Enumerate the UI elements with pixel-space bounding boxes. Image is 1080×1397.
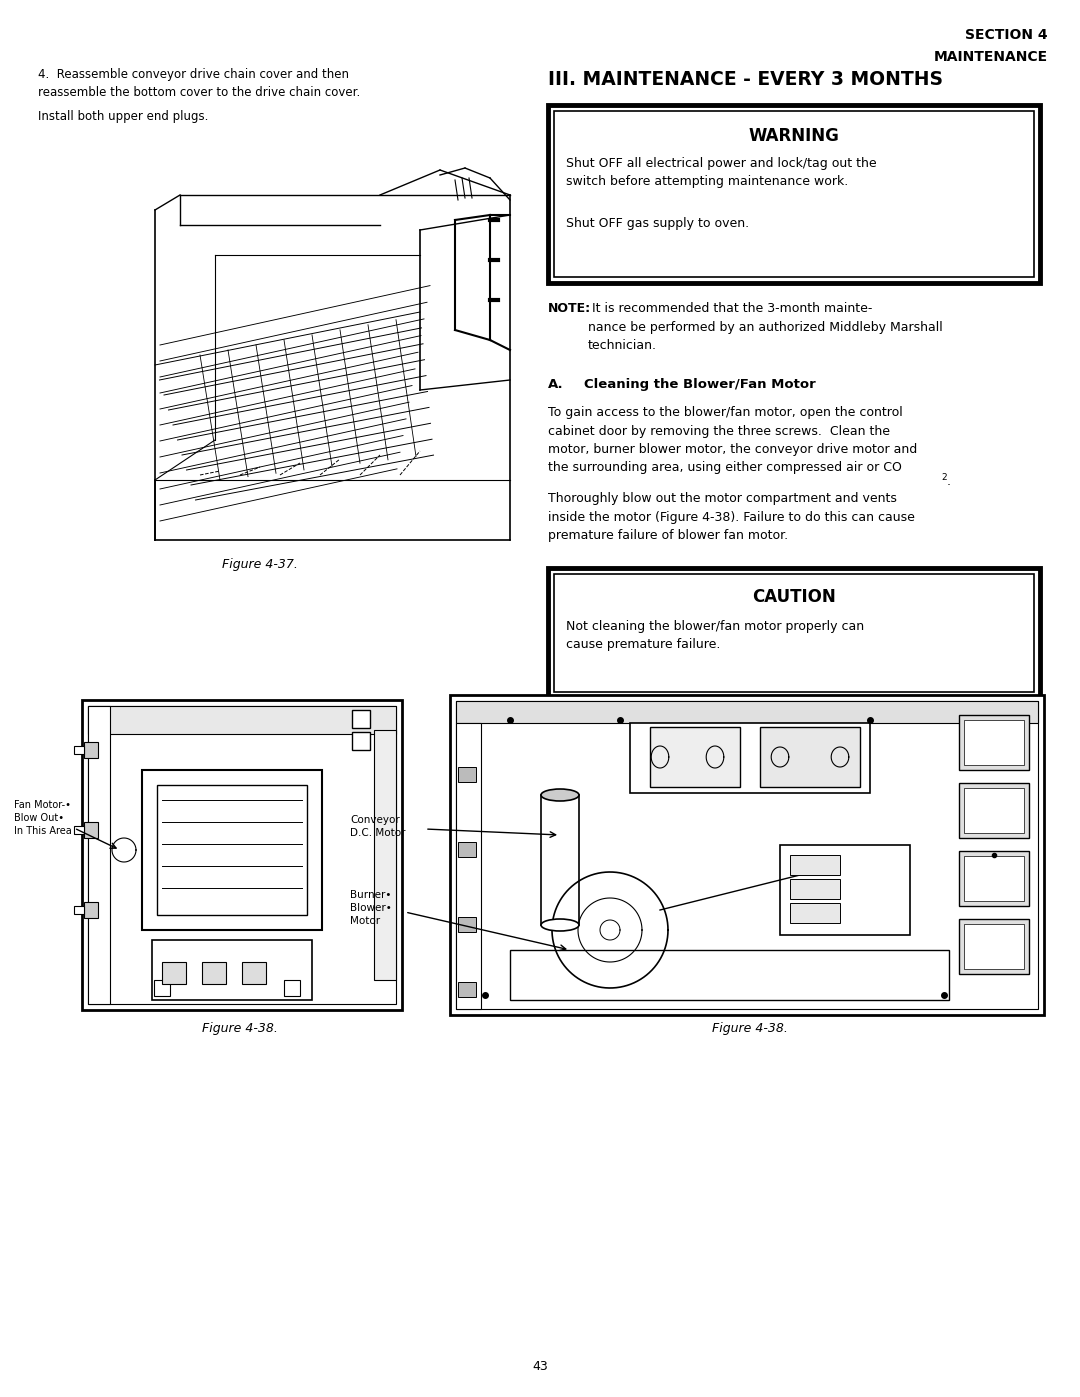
Bar — [964, 856, 1024, 901]
Text: A.: A. — [548, 379, 564, 391]
Bar — [374, 731, 396, 981]
Text: NOTE:: NOTE: — [548, 302, 591, 314]
Text: Shut OFF gas supply to oven.: Shut OFF gas supply to oven. — [566, 217, 750, 231]
Bar — [84, 902, 98, 918]
Text: 4.  Reassemble conveyor drive chain cover and then
reassemble the bottom cover t: 4. Reassemble conveyor drive chain cover… — [38, 68, 361, 99]
Text: Fan Motor-•
Blow Out•
In This Area: Fan Motor-• Blow Out• In This Area — [14, 800, 71, 837]
Text: WARNING: WARNING — [748, 127, 839, 145]
Text: SECTION 4: SECTION 4 — [966, 28, 1048, 42]
Text: 43: 43 — [532, 1361, 548, 1373]
Bar — [548, 569, 1040, 698]
Bar — [456, 701, 1038, 1009]
Text: 2: 2 — [941, 474, 947, 482]
Bar — [510, 950, 949, 1000]
Bar — [352, 710, 370, 728]
Bar — [82, 700, 402, 1010]
Text: Figure 4-38.: Figure 4-38. — [712, 1023, 788, 1035]
Bar — [87, 705, 396, 733]
Text: To gain access to the blower/fan motor, open the control
cabinet door by removin: To gain access to the blower/fan motor, … — [548, 407, 917, 475]
Bar — [964, 719, 1024, 766]
Bar — [242, 963, 266, 983]
Bar — [780, 845, 910, 935]
Text: MAINTENANCE: MAINTENANCE — [934, 50, 1048, 64]
Text: Figure 4-38.: Figure 4-38. — [202, 1023, 278, 1035]
Bar — [152, 940, 312, 1000]
Bar — [959, 782, 1029, 838]
Bar — [541, 795, 579, 925]
Bar — [630, 724, 870, 793]
Bar — [141, 770, 322, 930]
Bar — [964, 923, 1024, 970]
Text: It is recommended that the 3-month mainte-
nance be performed by an authorized M: It is recommended that the 3-month maint… — [588, 302, 943, 352]
Text: Shut OFF all electrical power and lock/tag out the
switch before attempting main: Shut OFF all electrical power and lock/t… — [566, 156, 877, 189]
Bar — [75, 746, 84, 754]
Text: Install both upper end plugs.: Install both upper end plugs. — [38, 110, 208, 123]
Bar — [650, 726, 740, 787]
Text: Thoroughly blow out the motor compartment and vents
inside the motor (Figure 4-3: Thoroughly blow out the motor compartmen… — [548, 492, 915, 542]
Bar — [789, 879, 840, 900]
Bar — [284, 981, 300, 996]
Bar — [554, 574, 1034, 692]
Bar — [352, 732, 370, 750]
Bar — [202, 963, 226, 983]
Ellipse shape — [541, 919, 579, 930]
Bar — [554, 110, 1034, 277]
Text: .: . — [947, 475, 951, 488]
Bar — [458, 767, 476, 782]
Bar — [162, 963, 186, 983]
Bar — [959, 851, 1029, 907]
Bar — [458, 982, 476, 997]
Bar — [75, 826, 84, 834]
Bar — [458, 842, 476, 856]
Bar — [964, 788, 1024, 833]
Bar — [789, 855, 840, 875]
Bar — [87, 705, 110, 1004]
Text: III. MAINTENANCE - EVERY 3 MONTHS: III. MAINTENANCE - EVERY 3 MONTHS — [548, 70, 943, 89]
Text: CAUTION: CAUTION — [752, 588, 836, 606]
Bar — [760, 726, 860, 787]
Bar — [84, 821, 98, 838]
Bar — [456, 724, 481, 1009]
Text: Not cleaning the blower/fan motor properly can
cause premature failure.: Not cleaning the blower/fan motor proper… — [566, 620, 864, 651]
Text: Conveyor
D.C. Motor: Conveyor D.C. Motor — [350, 814, 405, 838]
Bar — [548, 105, 1040, 284]
Text: Figure 4-37.: Figure 4-37. — [222, 557, 298, 571]
Bar — [157, 785, 307, 915]
Bar — [456, 701, 1038, 724]
Text: Burner•
Blower•
Motor: Burner• Blower• Motor — [350, 890, 392, 926]
Bar — [959, 919, 1029, 974]
Bar — [84, 742, 98, 759]
Bar — [75, 907, 84, 914]
Bar — [87, 705, 396, 1004]
Bar — [789, 902, 840, 923]
Bar — [450, 694, 1044, 1016]
Bar — [154, 981, 170, 996]
Bar — [959, 715, 1029, 770]
Text: Cleaning the Blower/Fan Motor: Cleaning the Blower/Fan Motor — [584, 379, 815, 391]
Ellipse shape — [541, 789, 579, 800]
Bar — [458, 916, 476, 932]
